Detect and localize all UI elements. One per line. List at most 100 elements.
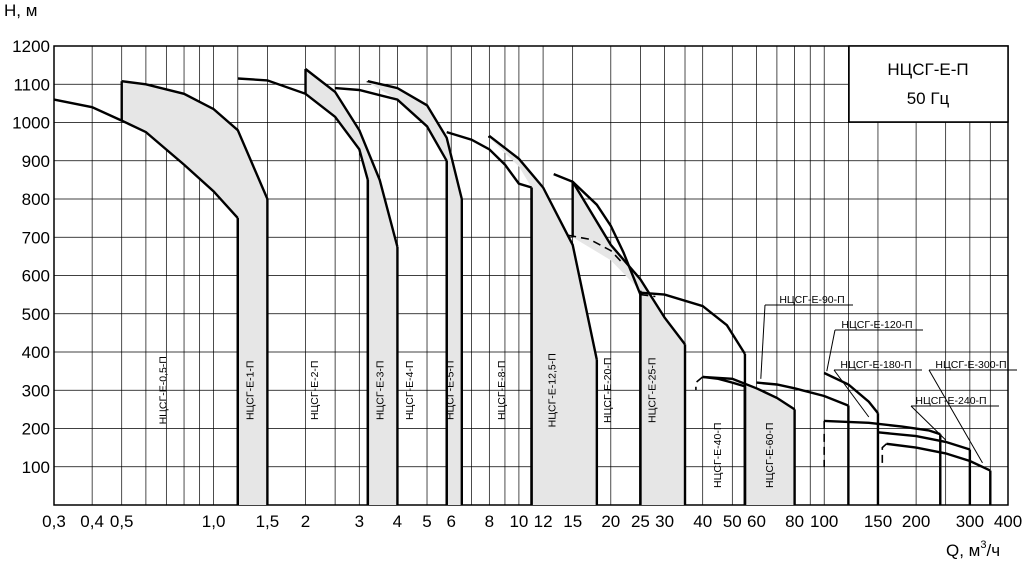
y-tick-label: 800 — [22, 190, 50, 209]
dashed-curve — [695, 376, 704, 391]
x-tick-label: 8 — [485, 512, 494, 531]
x-tick-label: 200 — [902, 512, 930, 531]
region-label: НЦСГ-Е-2-П — [309, 361, 321, 421]
head-curve — [756, 381, 849, 407]
region-fill — [489, 135, 597, 505]
y-tick-label: 1100 — [13, 75, 50, 94]
info-box: НЦСГ-Е-П 50 Гц — [848, 45, 1009, 123]
head-curve — [488, 134, 598, 360]
info-box-frame — [848, 45, 1009, 123]
dashed-curve — [640, 293, 656, 298]
head-curve — [237, 77, 369, 181]
x-tick-label: 30 — [655, 512, 674, 531]
callout-label: НЦСГ-Е-240-П — [915, 395, 986, 407]
callout-label: НЦСГ-Е-120-П — [841, 319, 912, 331]
region-label: НЦСГ-Е-8-П — [496, 361, 508, 421]
x-tick-label: 150 — [864, 512, 892, 531]
x-tick-label: 5 — [422, 512, 431, 531]
x-tick-label: 6 — [446, 512, 455, 531]
y-tick-label: 1200 — [12, 37, 50, 56]
head-curve — [121, 80, 269, 200]
dashed-curve — [568, 234, 625, 265]
region-fill — [121, 81, 268, 505]
x-axis-title-unit: /ч — [986, 541, 1000, 560]
y-tick-label: 900 — [22, 152, 50, 171]
shaded-regions — [121, 69, 795, 506]
region-fill — [367, 81, 462, 505]
y-tick-label: 1000 — [12, 114, 50, 133]
head-curve — [823, 371, 879, 414]
head-curve — [304, 68, 399, 248]
tick-labels: 0,3 0,4 0,5 1,0 1,5 2 3 4 5 6 8 10 12 15 20 25 30 40 50 60 8… — [12, 37, 1022, 531]
y-tick-label: 600 — [22, 267, 50, 286]
callouts: НЦСГ-Е-90-П НЦСГ-Е-120-П НЦСГ-Е-180-П НЦСГ-… — [760, 294, 1017, 464]
callout-leader — [928, 369, 983, 464]
info-box-frequency: 50 Гц — [907, 89, 950, 108]
callout-label: НЦСГ-Е-90-П — [779, 294, 844, 306]
curves — [53, 68, 992, 505]
x-tick-label: 4 — [393, 512, 402, 531]
dashed-curve — [881, 443, 888, 467]
region-labels: НЦСГ-Е-0,5-П НЦСГ-Е-1-П НЦСГ-Е-2-П НЦСГ-Е-3… — [157, 353, 776, 488]
head-curve — [367, 80, 463, 200]
x-tick-label: 80 — [785, 512, 804, 531]
region-fill — [702, 376, 795, 505]
x-tick-label: 400 — [994, 512, 1022, 531]
x-tick-label: 12 — [534, 512, 553, 531]
region-label: НЦСГ-Е-1-П — [244, 361, 256, 421]
head-curve — [571, 181, 686, 346]
x-tick-label: 60 — [747, 512, 766, 531]
region-label: НЦСГ-Е-5-П — [444, 361, 456, 421]
region-label: НЦСГ-Е-20-П — [602, 358, 614, 423]
region-label: НЦСГ-Е-25-П — [646, 358, 658, 423]
region-label: НЦСГ-Е-12,5-П — [547, 353, 559, 427]
y-tick-label: 400 — [22, 343, 50, 362]
x-tick-label: 10 — [509, 512, 528, 531]
x-axis-title-main: Q, м — [946, 541, 980, 560]
x-tick-label: 0,5 — [110, 512, 134, 531]
x-tick-label: 2 — [301, 512, 310, 531]
head-curve — [640, 291, 746, 355]
head-curve — [446, 130, 532, 189]
x-tick-label: 3 — [355, 512, 364, 531]
callout-leader — [910, 405, 947, 441]
region-label: НЦСГ-Е-3-П — [375, 361, 387, 421]
region-fill — [572, 181, 685, 506]
x-tick-label: 50 — [723, 512, 742, 531]
info-box-title: НЦСГ-Е-П — [887, 60, 968, 79]
x-tick-label: 40 — [693, 512, 712, 531]
region-label: НЦСГ-Е-0,5-П — [157, 356, 169, 424]
x-axis-title-superscript: 3 — [980, 539, 986, 551]
region-label: НЦСГ-Е-4-П — [404, 361, 416, 421]
x-tick-label: 25 — [631, 512, 650, 531]
head-curve — [877, 431, 971, 451]
head-curve — [886, 442, 991, 472]
head-curve — [702, 375, 796, 411]
y-tick-label: 500 — [22, 305, 50, 324]
y-tick-label: 700 — [22, 228, 50, 247]
x-tick-label: 1,0 — [202, 512, 226, 531]
x-tick-label: 0,4 — [80, 512, 104, 531]
head-curve — [53, 98, 239, 219]
y-tick-label: 100 — [22, 458, 50, 477]
head-curve — [824, 419, 941, 436]
region-label: НЦСГ-Е-60-П — [764, 423, 776, 488]
x-tick-label: 100 — [810, 512, 838, 531]
head-curve — [335, 86, 448, 162]
x-tick-label: 20 — [601, 512, 620, 531]
head-curve — [553, 172, 642, 296]
callout-label: НЦСГ-Е-300-П — [935, 359, 1006, 371]
callout-leader — [833, 369, 870, 418]
callout-leader — [760, 304, 766, 379]
y-axis-title: Н, м — [4, 1, 37, 20]
x-tick-label: 0,3 — [42, 512, 66, 531]
callout-leader — [826, 329, 836, 372]
region-fill — [305, 69, 398, 505]
x-tick-label: 1,5 — [256, 512, 280, 531]
y-tick-label: 200 — [22, 420, 50, 439]
callout-label: НЦСГ-Е-180-П — [840, 359, 911, 371]
x-axis-title: Q, м3/ч — [946, 539, 1000, 560]
region-label: НЦСГ-Е-40-П — [712, 423, 724, 488]
y-tick-label: 300 — [22, 381, 50, 400]
